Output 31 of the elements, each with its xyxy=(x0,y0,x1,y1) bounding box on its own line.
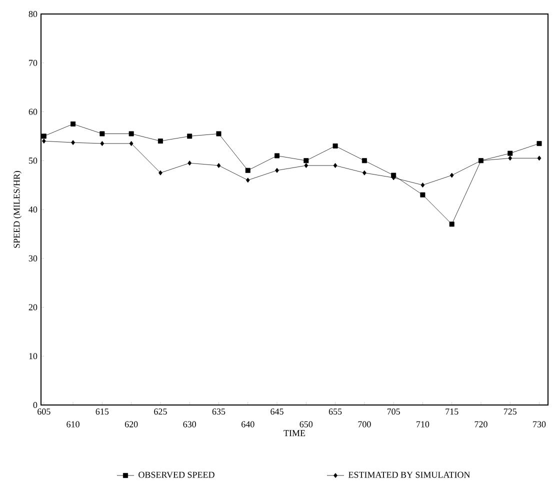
y-tick-label: 10 xyxy=(29,353,38,360)
y-tick-label: 40 xyxy=(28,206,38,213)
y-tick-label: 30 xyxy=(28,255,38,262)
y-tick-label: 0 xyxy=(33,402,38,408)
x-axis-title: TIME xyxy=(284,430,306,436)
legend-label: OBSERVED SPEED xyxy=(138,472,214,478)
legend-label: ESTIMATED BY SIMULATION xyxy=(348,472,470,478)
x-tick-label: 630 xyxy=(183,421,196,428)
x-tick-label: 730 xyxy=(533,421,546,428)
y-tick-label: 50 xyxy=(28,158,38,164)
x-tick-label: 720 xyxy=(474,421,488,428)
y-tick-label: 70 xyxy=(29,60,38,66)
x-tick-label: 605 xyxy=(38,408,50,415)
x-tick-label: 635 xyxy=(212,408,226,415)
y-tick-label: 80 xyxy=(28,10,38,18)
y-axis-title: SPEED (MILES/HR) xyxy=(13,171,22,248)
x-tick-label: 700 xyxy=(358,421,371,428)
x-tick-label: 650 xyxy=(300,421,313,428)
x-tick-label: 645 xyxy=(270,408,284,415)
y-tick-label: 60 xyxy=(28,108,38,115)
x-tick-label: 710 xyxy=(416,421,430,428)
x-tick-label: 620 xyxy=(124,421,138,428)
x-tick-label: 725 xyxy=(504,408,517,415)
x-tick-label: 625 xyxy=(154,408,167,415)
x-tick-label: 615 xyxy=(96,408,109,415)
x-tick-label: 655 xyxy=(328,408,342,415)
y-tick-label: 20 xyxy=(28,304,38,310)
x-tick-label: 715 xyxy=(446,408,458,415)
x-tick-label: 610 xyxy=(66,421,80,428)
x-tick-label: 705 xyxy=(387,408,400,415)
x-tick-label: 640 xyxy=(242,421,254,428)
